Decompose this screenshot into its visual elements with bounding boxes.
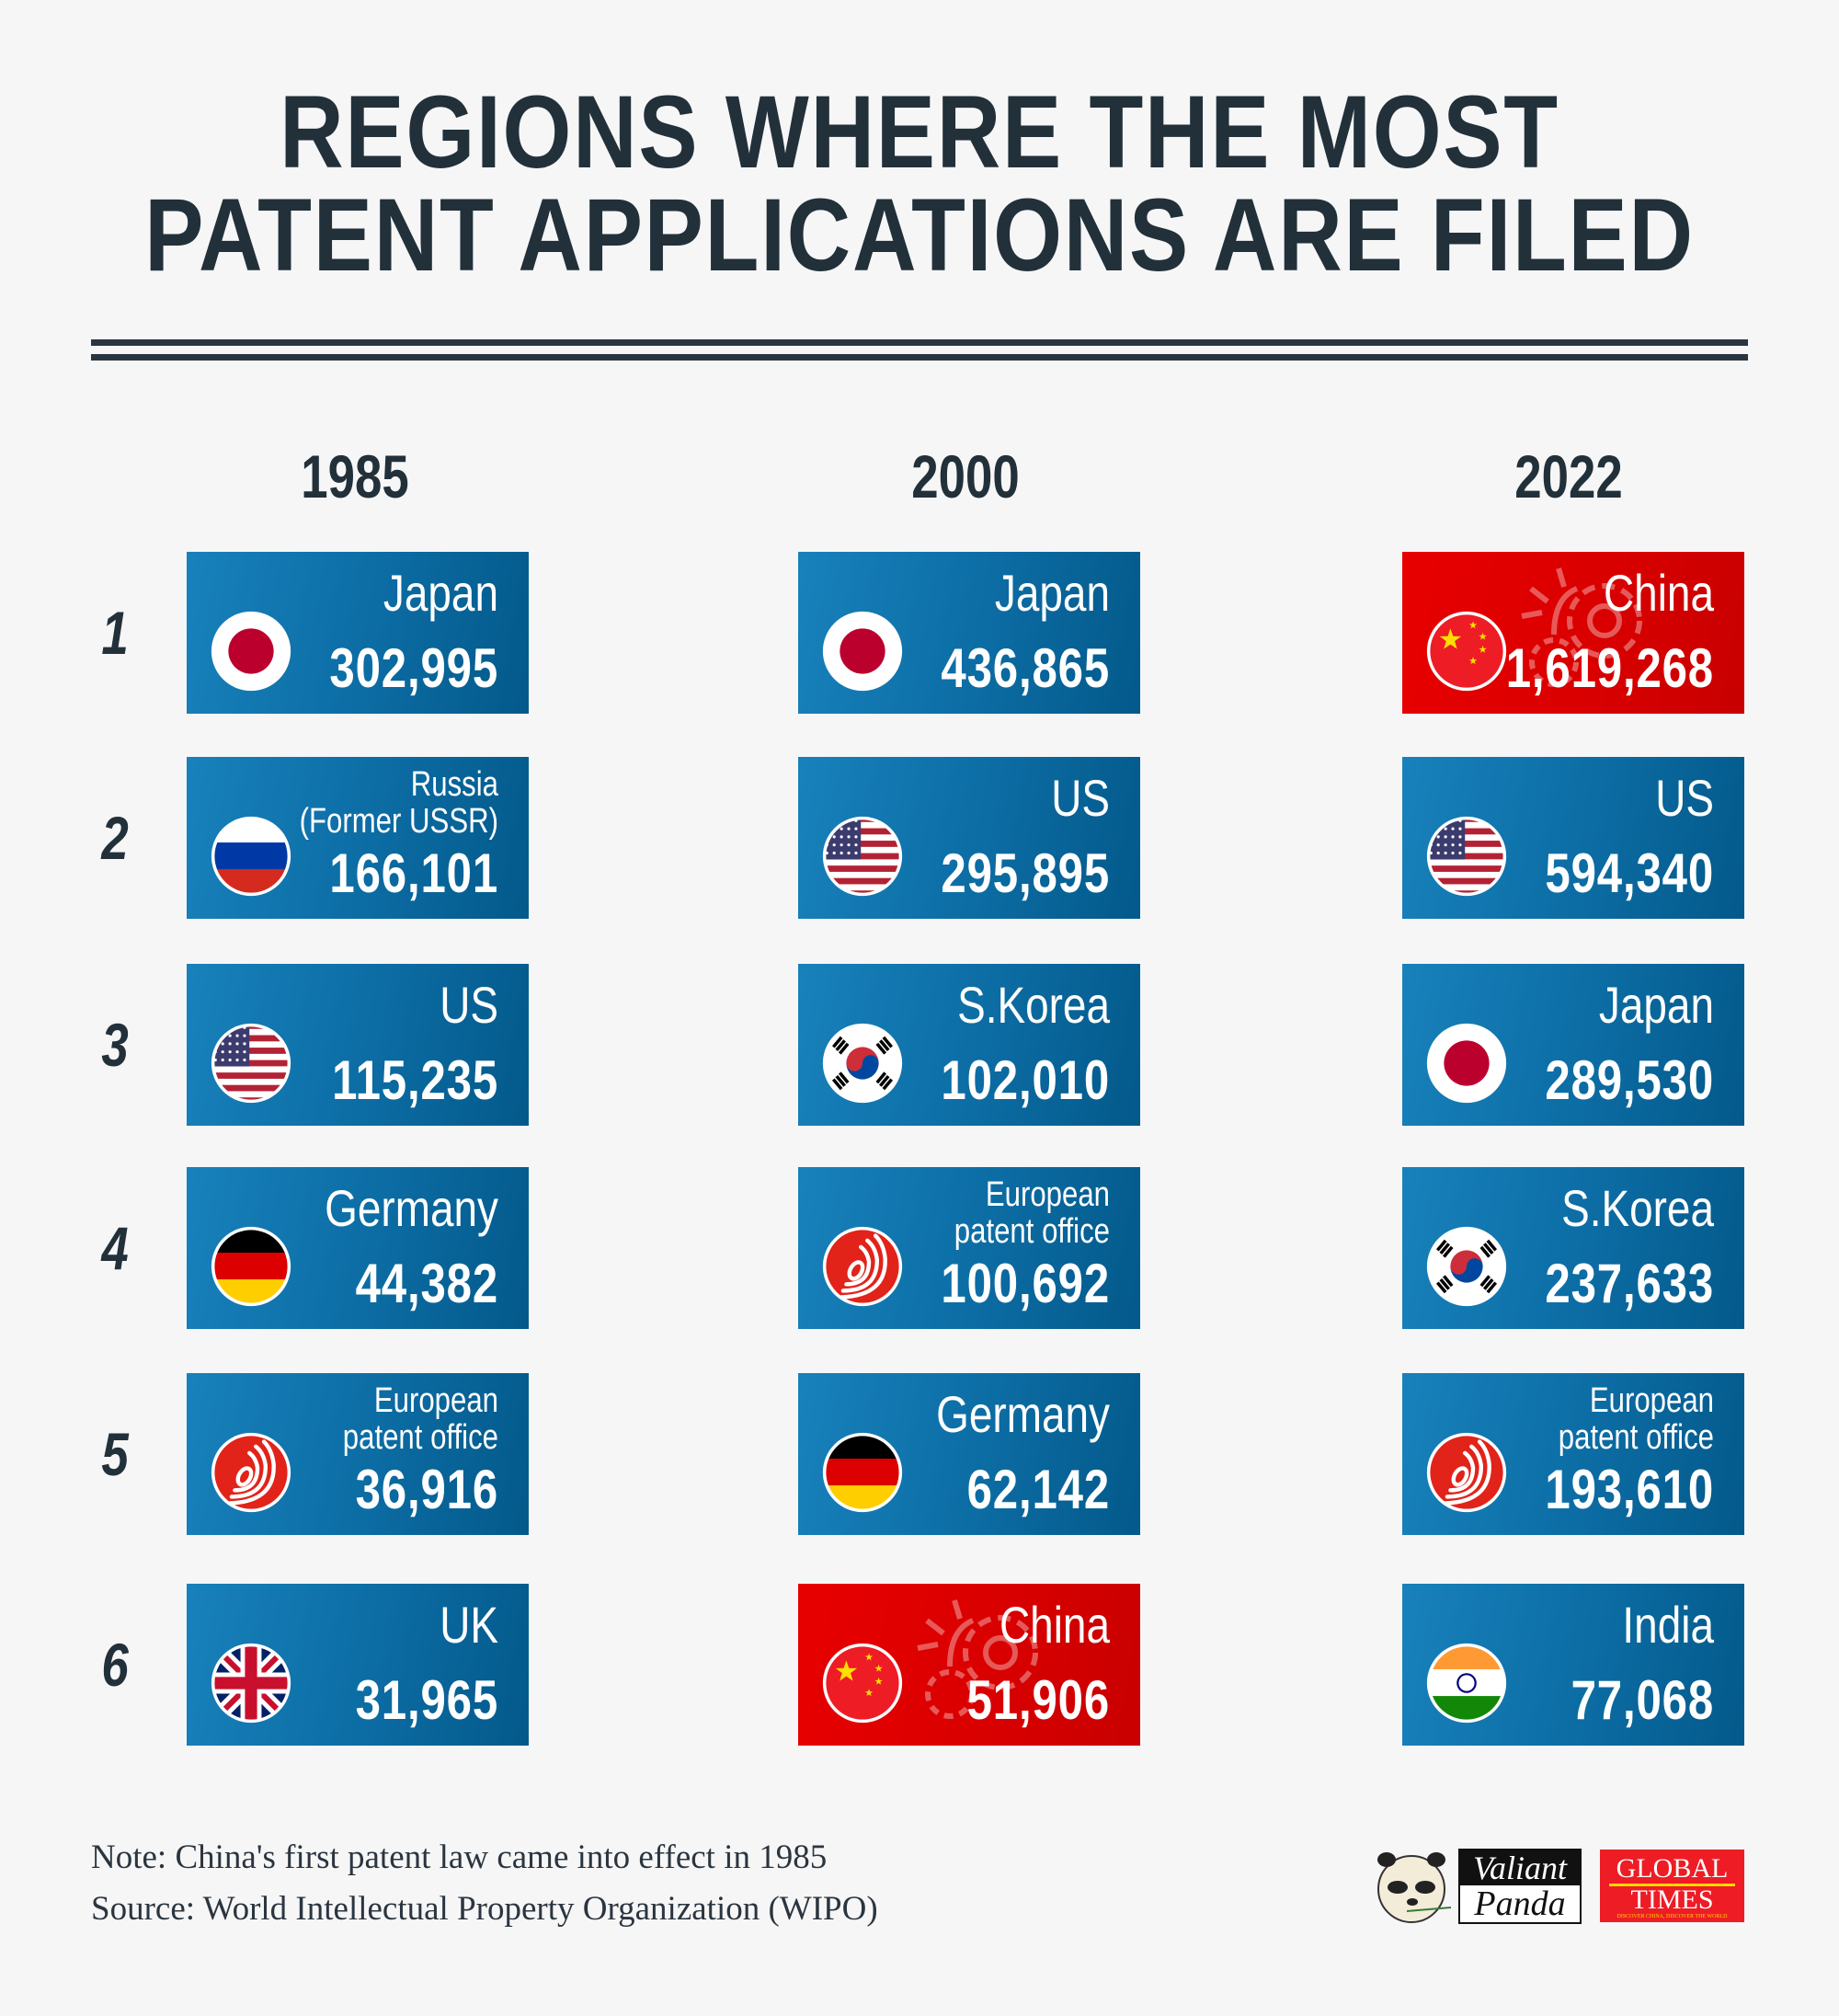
region-name: Germany (936, 1385, 1110, 1443)
korea-flag-icon (1426, 1226, 1507, 1307)
source: Source: World Intellectual Property Orga… (91, 1890, 878, 1928)
germany-flag-icon (822, 1432, 903, 1513)
application-count: 302,995 (329, 637, 498, 699)
china-flag-icon (822, 1643, 903, 1724)
region-name: Japan (1598, 976, 1714, 1034)
ranking-card: Germany 62,142 (798, 1373, 1140, 1535)
japan-flag-icon (211, 611, 291, 692)
japan-flag-icon (822, 611, 903, 692)
region-name: S.Korea (957, 976, 1110, 1034)
india-flag-icon (1426, 1643, 1507, 1724)
region-name: Japan (994, 564, 1110, 622)
footnote: Note: China's first patent law came into… (91, 1838, 828, 1876)
application-count: 100,692 (941, 1253, 1110, 1314)
ranking-card: European patent office 100,692 (798, 1167, 1140, 1329)
year-header-2000: 2000 (911, 442, 1020, 510)
ranking-card: US 115,235 (187, 964, 529, 1126)
ranking-card: India 77,068 (1402, 1584, 1744, 1746)
ranking-card: Japan 436,865 (798, 552, 1140, 714)
ranking-card: European patent office 193,610 (1402, 1373, 1744, 1535)
application-count: 31,965 (355, 1669, 498, 1731)
rank-3: 3 (101, 1011, 129, 1079)
ranking-card: Japan 302,995 (187, 552, 529, 714)
korea-flag-icon (822, 1023, 903, 1104)
application-count: 295,895 (941, 842, 1110, 904)
epo-flag-icon (1426, 1432, 1507, 1513)
germany-flag-icon (211, 1226, 291, 1307)
application-count: 594,340 (1545, 842, 1714, 904)
application-count: 1,619,268 (1505, 637, 1714, 699)
application-count: 62,142 (966, 1459, 1110, 1520)
rank-6: 6 (101, 1631, 129, 1699)
title-line-1: REGIONS WHERE THE MOST (280, 74, 1559, 189)
ranking-card: European patent office 36,916 (187, 1373, 529, 1535)
gt-logo-line2: TIMES (1630, 1884, 1714, 1915)
rank-2: 2 (101, 804, 129, 872)
us-flag-icon (1426, 816, 1507, 897)
region-name: US (440, 976, 498, 1034)
region-name: Japan (383, 564, 498, 622)
gt-logo-tagline: DISCOVER CHINA, DISCOVER THE WORLD (1616, 1914, 1728, 1919)
rank-4: 4 (101, 1214, 129, 1282)
application-count: 102,010 (941, 1049, 1110, 1111)
ranking-card: Germany 44,382 (187, 1167, 529, 1329)
application-count: 77,068 (1571, 1669, 1714, 1731)
application-count: 436,865 (941, 637, 1110, 699)
epo-flag-icon (822, 1226, 903, 1307)
rank-5: 5 (101, 1420, 129, 1488)
innovation-gear-icon (1521, 567, 1642, 687)
region-name: UK (440, 1596, 498, 1654)
innovation-gear-icon (917, 1599, 1038, 1719)
year-header-2022: 2022 (1514, 442, 1623, 510)
ranking-card: S.Korea 237,633 (1402, 1167, 1744, 1329)
gt-logo-line1: GLOBAL (1616, 1853, 1729, 1884)
ranking-card: S.Korea 102,010 (798, 964, 1140, 1126)
epo-flag-icon (211, 1432, 291, 1513)
region-name: China (1604, 564, 1714, 622)
application-count: 44,382 (355, 1253, 498, 1314)
ranking-card: UK 31,965 (187, 1584, 529, 1746)
global-times-logo: GLOBAL TIMES DISCOVER CHINA, DISCOVER TH… (1600, 1850, 1744, 1922)
application-count: 237,633 (1545, 1253, 1714, 1314)
title-line-2: PATENT APPLICATIONS ARE FILED (144, 178, 1695, 292)
region-name: Russia (Former USSR) (299, 765, 498, 841)
application-count: 193,610 (1545, 1459, 1714, 1520)
us-flag-icon (211, 1023, 291, 1104)
russia-flag-icon (211, 816, 291, 897)
ranking-card: Russia (Former USSR) 166,101 (187, 757, 529, 919)
region-name: China (999, 1596, 1110, 1654)
region-name: India (1622, 1596, 1714, 1654)
application-count: 51,906 (966, 1669, 1110, 1731)
ranking-card: China 51,906 (798, 1584, 1140, 1746)
application-count: 166,101 (329, 842, 498, 904)
us-flag-icon (822, 816, 903, 897)
region-name: S.Korea (1561, 1179, 1714, 1237)
year-header-1985: 1985 (301, 442, 409, 510)
region-name: European patent office (1558, 1381, 1714, 1457)
valiant-panda-logo: Valiant Panda (1370, 1847, 1582, 1925)
uk-flag-icon (211, 1643, 291, 1724)
ranking-card: China 1,619,268 (1402, 552, 1744, 714)
panda-logo-line2: Panda (1474, 1884, 1566, 1923)
china-flag-icon (1426, 611, 1507, 692)
panda-logo-line1: Valiant (1460, 1850, 1580, 1885)
region-name: US (1051, 769, 1110, 827)
panda-icon (1377, 1852, 1452, 1923)
ranking-card: US 295,895 (798, 757, 1140, 919)
ranking-card: Japan 289,530 (1402, 964, 1744, 1126)
region-name: European patent office (342, 1381, 498, 1457)
region-name: European patent office (954, 1175, 1110, 1251)
application-count: 289,530 (1545, 1049, 1714, 1111)
divider-bottom (91, 354, 1748, 361)
ranking-card: US 594,340 (1402, 757, 1744, 919)
divider-top (91, 339, 1748, 346)
application-count: 115,235 (332, 1049, 498, 1111)
application-count: 36,916 (355, 1459, 498, 1520)
japan-flag-icon (1426, 1023, 1507, 1104)
region-name: US (1655, 769, 1714, 827)
region-name: Germany (325, 1179, 498, 1237)
rank-1: 1 (101, 599, 129, 667)
